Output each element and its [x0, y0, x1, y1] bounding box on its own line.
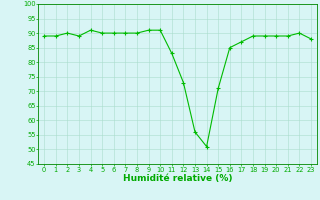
X-axis label: Humidité relative (%): Humidité relative (%): [123, 174, 232, 183]
